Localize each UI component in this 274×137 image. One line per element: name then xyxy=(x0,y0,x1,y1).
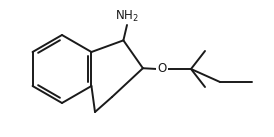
Text: NH$_2$: NH$_2$ xyxy=(115,8,139,24)
Text: O: O xyxy=(157,62,167,75)
